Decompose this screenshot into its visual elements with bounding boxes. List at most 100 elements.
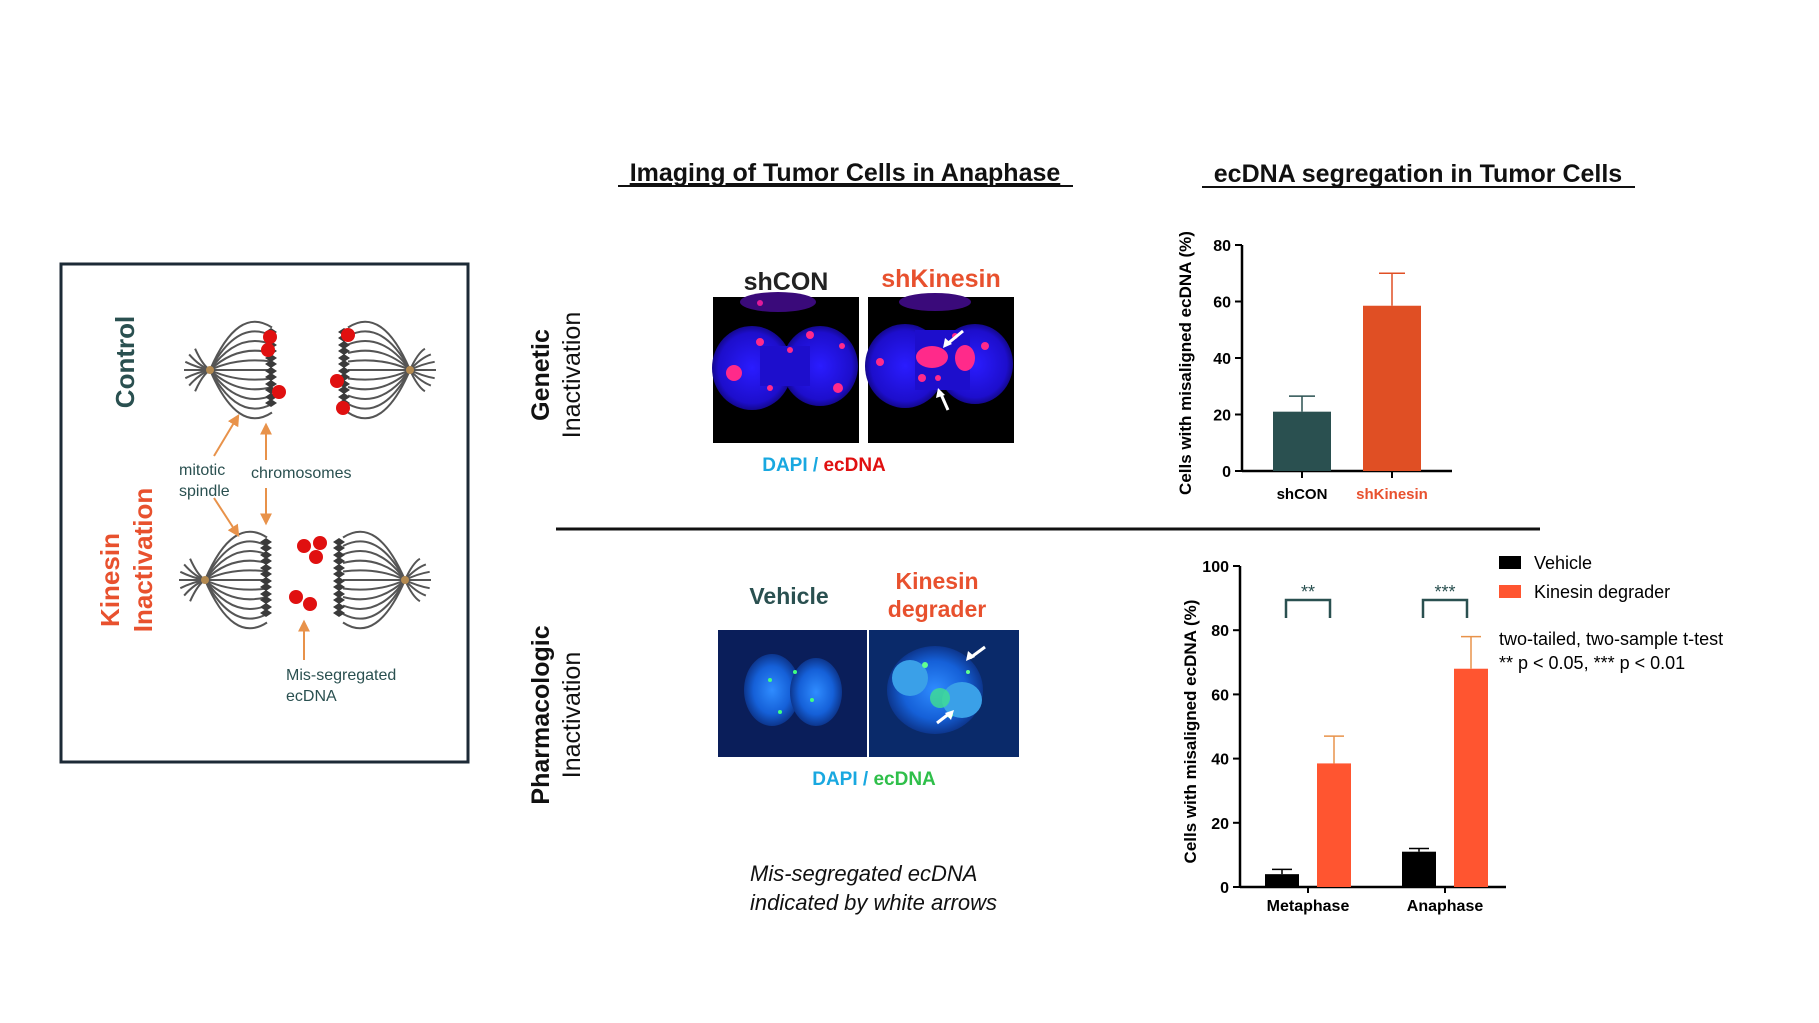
- spindle-fiber: [209, 369, 273, 381]
- chromosome: [333, 551, 345, 559]
- y-axis-label: Cells with misaligned ecDNA (%): [1176, 231, 1195, 495]
- chromosome: [333, 577, 345, 585]
- chromosome: [338, 386, 350, 394]
- pharmacologic-row: Pharmacologic Inactivation Vehicle Kines…: [527, 568, 1019, 915]
- y-tick-label: 40: [1213, 351, 1231, 368]
- pharma-row-label-bold: Pharmacologic: [527, 625, 555, 804]
- legend-label: Vehicle: [1534, 553, 1592, 573]
- chromosome: [260, 564, 272, 572]
- chromosome: [333, 583, 345, 591]
- spindle-fiber: [204, 579, 268, 620]
- chromosome: [333, 609, 345, 617]
- significance-label: ***: [1434, 582, 1455, 602]
- spindle-fiber: [347, 330, 411, 371]
- spindle-fiber: [204, 579, 268, 630]
- genetic-row-label-bold: Genetic: [527, 329, 555, 421]
- spindle-fiber: [347, 369, 411, 410]
- spindle-fiber: [342, 579, 406, 610]
- bar: [1454, 668, 1488, 887]
- caption-line1: Mis-segregated ecDNA: [750, 861, 977, 886]
- ecdna-dot: [261, 343, 275, 357]
- chromosome: [260, 609, 272, 617]
- chromosomes-label: chromosomes: [251, 465, 351, 482]
- x-tick-label: shKinesin: [1356, 486, 1428, 503]
- degrader-image-label-line1: Kinesin: [895, 568, 978, 594]
- y-tick-label: 60: [1213, 295, 1231, 312]
- spindle-fiber: [204, 579, 268, 591]
- spindle-fiber: [204, 559, 268, 581]
- mis-segregated-line2: ecDNA: [286, 688, 337, 705]
- stat-note-line1: two-tailed, two-sample t-test: [1499, 629, 1723, 649]
- shkinesin-image-label: shKinesin: [881, 265, 1000, 293]
- spindle-fiber: [347, 349, 411, 371]
- spindle-fiber: [204, 540, 268, 581]
- genetic-row-label-light: Inactivation: [558, 312, 586, 438]
- chromosome: [260, 551, 272, 559]
- arrow-spindle-up: [213, 413, 240, 457]
- chromosome: [338, 354, 350, 362]
- ecdna-dot: [336, 401, 350, 415]
- x-tick-label: shCON: [1277, 486, 1328, 503]
- y-tick-label: 20: [1213, 408, 1231, 425]
- segregation-title: ecDNA segregation in Tumor Cells: [1214, 160, 1622, 188]
- chromosome: [260, 544, 272, 552]
- y-tick-label: 60: [1211, 687, 1229, 704]
- spindle-fiber: [204, 569, 268, 581]
- y-tick-label: 100: [1202, 559, 1229, 576]
- vehicle-image-label: Vehicle: [749, 583, 828, 609]
- bar: [1363, 305, 1421, 471]
- kinesin-label-line2: Inactivation: [128, 488, 158, 632]
- ecdna-dot: [297, 539, 311, 553]
- centrosome: [401, 576, 409, 584]
- chromosome: [265, 373, 277, 381]
- chromosome: [333, 544, 345, 552]
- legend-label: Kinesin degrader: [1534, 582, 1670, 602]
- chromosome: [333, 564, 345, 572]
- chromosome: [265, 360, 277, 368]
- significance-bracket: [1284, 598, 1332, 618]
- spindle-fiber: [209, 320, 273, 371]
- y-tick-label: 0: [1220, 880, 1229, 897]
- chromosome: [338, 347, 350, 355]
- control-label: Control: [110, 316, 140, 408]
- chromosome: [265, 367, 277, 375]
- ecdna-dot: [309, 550, 323, 564]
- spindle-fiber: [347, 359, 411, 371]
- significance-bracket: [1421, 598, 1469, 618]
- spindle-fiber: [347, 369, 411, 400]
- ecdna-dot: [341, 328, 355, 342]
- spindle-fiber: [347, 369, 411, 420]
- arrow-spindle-down: [213, 497, 240, 538]
- chromosome: [338, 367, 350, 375]
- spindle-fiber: [209, 359, 273, 371]
- imaging-title: Imaging of Tumor Cells in Anaphase: [630, 159, 1061, 187]
- degrader-image-label-line2: degrader: [888, 596, 986, 622]
- ecdna-dot: [272, 385, 286, 399]
- y-tick-label: 20: [1211, 816, 1229, 833]
- shcon-image-label: shCON: [744, 268, 829, 296]
- significance-label: **: [1301, 582, 1315, 602]
- legend-swatch: [1499, 556, 1521, 569]
- y-tick-label: 0: [1222, 464, 1231, 481]
- chromosome: [338, 393, 350, 401]
- chromosome: [260, 590, 272, 598]
- centrosome: [206, 366, 214, 374]
- schematic-frame: [59, 262, 470, 764]
- schematic-panel: Control Kinesin Inactivation mitotic spi…: [59, 262, 470, 764]
- chromosome: [260, 603, 272, 611]
- spindle-fiber: [209, 369, 273, 410]
- centrosome: [406, 366, 414, 374]
- spindle-fiber: [342, 550, 406, 581]
- chromosome: [265, 399, 277, 407]
- spindle-fiber: [204, 550, 268, 581]
- spindle-fiber: [347, 369, 411, 381]
- genetic-stain-legend: DAPI / ecDNA: [762, 455, 886, 476]
- ecdna-dot: [313, 536, 327, 550]
- centrosome: [201, 576, 209, 584]
- ecdna-dot: [303, 597, 317, 611]
- bar: [1317, 763, 1351, 887]
- ecdna-dot: [263, 330, 277, 344]
- bar: [1265, 874, 1299, 887]
- spindle-fiber: [342, 579, 406, 620]
